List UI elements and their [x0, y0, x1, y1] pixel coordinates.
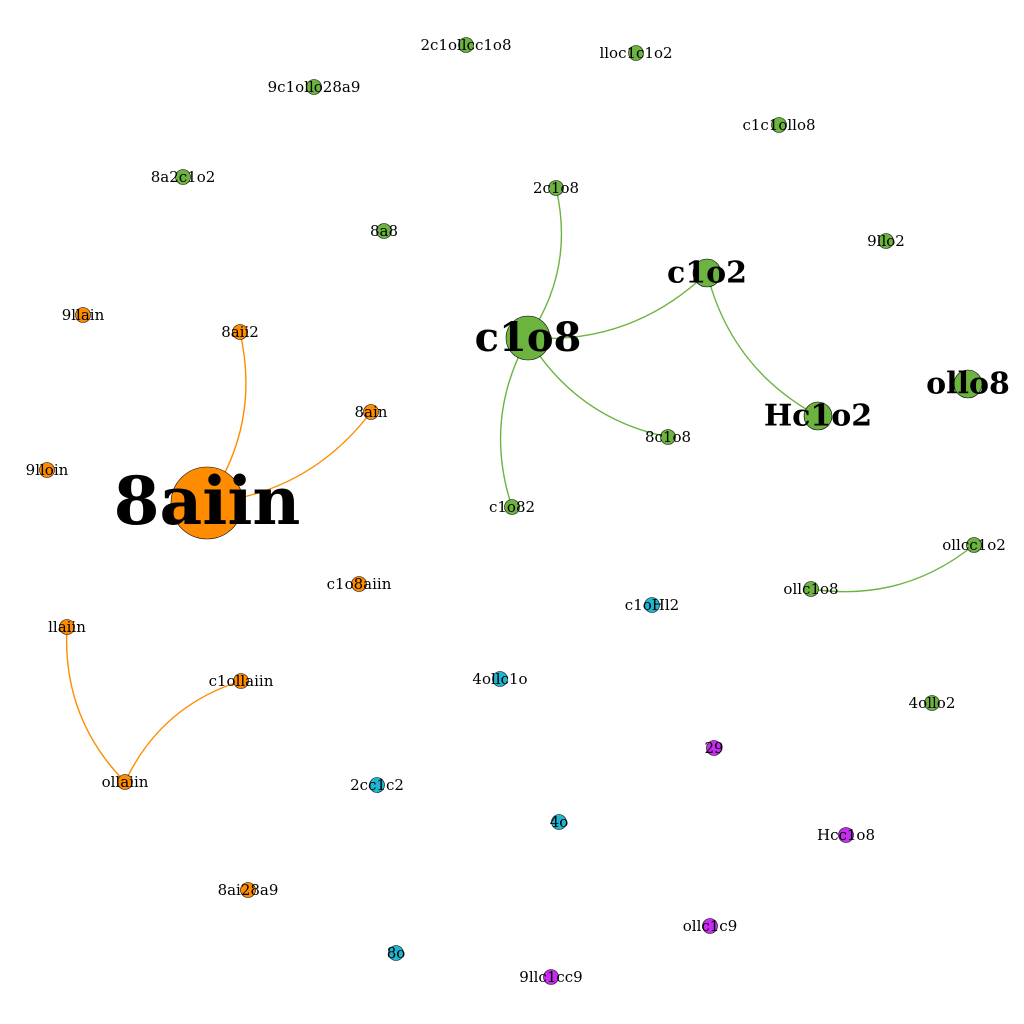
node-label-qhor: 9llo2: [867, 232, 905, 250]
node-label-hoechor: lloc1c1o2: [599, 44, 672, 62]
node-label-chos: c1o8: [475, 314, 582, 361]
edge-chos-chor2: [499, 337, 529, 508]
node-haiin[interactable]: [59, 619, 75, 635]
node-tcecr[interactable]: [369, 777, 385, 793]
edge-haiin-ohaiin: [65, 626, 126, 783]
node-chfr[interactable]: [644, 597, 660, 613]
node-label-oheechor: ollcc1o2: [942, 536, 1006, 554]
edge-oheechos-oheechor: [810, 544, 975, 593]
node-qohecho[interactable]: [492, 671, 508, 687]
node-label-qchodysdy: 9c1ollo28a9: [268, 78, 361, 96]
node-label-schos: 8c1o8: [645, 428, 691, 446]
node-label-saisdy: 8ai28a9: [218, 881, 279, 899]
node-chohos[interactable]: [771, 117, 787, 133]
node-label-sain: 8ain: [355, 403, 388, 421]
node-label-saii2: 8aii2: [221, 323, 259, 341]
node-chor[interactable]: [692, 258, 722, 288]
node-qchodysdy[interactable]: [306, 79, 322, 95]
node-label-sachor: 8a2c1o2: [151, 168, 216, 186]
node-label-qohor: 4ollo2: [909, 694, 956, 712]
node-qhor[interactable]: [878, 233, 894, 249]
node-fchor[interactable]: [803, 401, 833, 431]
node-label-tcholechos: 2c1ollcc1o8: [420, 36, 511, 54]
node-label-fcos: Hcc1o8: [817, 826, 875, 844]
node-label-saiin: 8aiin: [114, 462, 301, 540]
node-chohaiin[interactable]: [233, 673, 249, 689]
node-label-fchor: Hc1o2: [764, 399, 872, 434]
node-qo[interactable]: [551, 814, 567, 830]
node-label-chor: c1o2: [667, 256, 747, 291]
node-label-chohos: c1c1ollo8: [742, 116, 815, 134]
node-label-oheechos: ollc1o8: [783, 580, 838, 598]
node-label-so: 8o: [387, 944, 406, 962]
node-label-qhain: 9llain: [62, 306, 105, 324]
node-layer: [39, 37, 983, 985]
node-hoechor[interactable]: [628, 45, 644, 61]
node-sas[interactable]: [376, 223, 392, 239]
node-tchos[interactable]: [548, 180, 564, 196]
node-label-chfr: c1oHl2: [625, 596, 679, 614]
node-chodaiin[interactable]: [351, 576, 367, 592]
node-so[interactable]: [388, 945, 404, 961]
node-fcos[interactable]: [838, 827, 854, 843]
node-label-chor2: c1o82: [489, 498, 535, 516]
node-label-qhoiin: 9lloin: [26, 461, 69, 479]
node-ohec9[interactable]: [702, 918, 718, 934]
node-oheechor[interactable]: [966, 537, 982, 553]
node-label-ohaiin: ollaiin: [102, 773, 149, 791]
node-saisdy[interactable]: [240, 882, 256, 898]
node-label-chodaiin: c1o8aiin: [327, 575, 392, 593]
node-label-tcecr: 2cc1c2: [350, 776, 404, 794]
edge-chos-chor: [527, 272, 708, 340]
node-schos[interactable]: [660, 429, 676, 445]
node-ohaiin[interactable]: [117, 774, 133, 790]
node-label-r9: 29: [704, 739, 723, 757]
node-ohos[interactable]: [953, 369, 983, 399]
node-sain[interactable]: [363, 404, 379, 420]
node-label-ohos: ollo8: [926, 367, 1010, 402]
node-label-qhecc9: 9llc1cc9: [519, 968, 582, 986]
node-label-tchos: 2c1o8: [533, 179, 579, 197]
node-sachor[interactable]: [175, 169, 191, 185]
node-chos[interactable]: [505, 315, 551, 361]
edge-chor-fchor: [706, 272, 819, 417]
node-chor2[interactable]: [504, 499, 520, 515]
node-qhecc9[interactable]: [543, 969, 559, 985]
label-layer: 8aiin 8aii2 8ain 9llain 9lloin c1o8aiin llaiin…: [26, 36, 1010, 986]
node-qhoiin[interactable]: [39, 462, 55, 478]
node-label-sas: 8a8: [370, 222, 398, 240]
node-label-chohaiin: c1ollaiin: [209, 672, 274, 690]
node-label-haiin: llaiin: [48, 618, 86, 636]
edge-chohaiin-ohaiin: [124, 680, 242, 783]
node-label-ohec9: ollc1c9: [683, 917, 738, 935]
node-oheechos[interactable]: [803, 581, 819, 597]
node-tcholechos[interactable]: [458, 37, 474, 53]
node-saii2[interactable]: [232, 324, 248, 340]
node-label-qo: 4o: [550, 813, 569, 831]
node-r9[interactable]: [706, 740, 722, 756]
node-qhain[interactable]: [75, 307, 91, 323]
node-saiin[interactable]: [170, 466, 244, 540]
node-label-qohecho: 4ollc1o: [472, 670, 527, 688]
node-qohor[interactable]: [924, 695, 940, 711]
